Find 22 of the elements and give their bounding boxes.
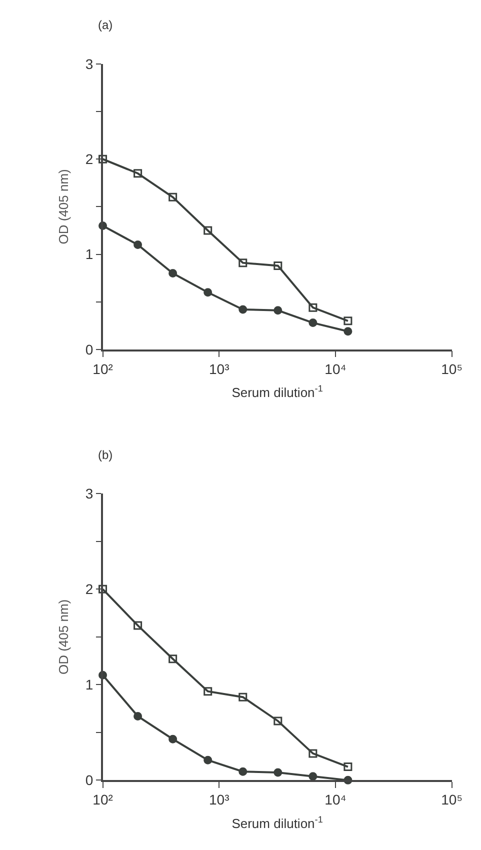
y-tick-label: 0 — [85, 341, 94, 358]
y-axis-title: OD (405 nm) — [56, 599, 71, 675]
x-tick-label: 10³ — [209, 361, 230, 377]
x-axis-title: Serum dilution$^{-1}$ — [232, 814, 323, 831]
x-tick-label: 10² — [92, 361, 114, 377]
x-axis-title: Serum dilution$^{-1}$ — [232, 384, 323, 400]
x-tick-label: 10⁴ — [324, 361, 346, 377]
chart-title: (a) — [98, 18, 113, 32]
y-tick-label: 1 — [85, 676, 94, 693]
y-tick-label: 3 — [85, 486, 94, 502]
x-tick-label: 10⁵ — [441, 792, 463, 808]
y-axis-title: OD (405 nm) — [56, 169, 71, 244]
y-tick-label: 0 — [85, 772, 94, 788]
chart-title: (b) — [98, 448, 113, 462]
x-tick-label: 10⁴ — [324, 792, 346, 808]
y-tick-label: 2 — [85, 581, 94, 598]
y-tick-label: 1 — [85, 246, 94, 262]
y-tick-label: 3 — [85, 56, 94, 72]
x-tick-label: 10⁵ — [441, 361, 463, 377]
x-tick-label: 10³ — [209, 792, 230, 808]
x-tick-label: 10² — [92, 792, 114, 808]
y-tick-label: 2 — [85, 150, 94, 167]
